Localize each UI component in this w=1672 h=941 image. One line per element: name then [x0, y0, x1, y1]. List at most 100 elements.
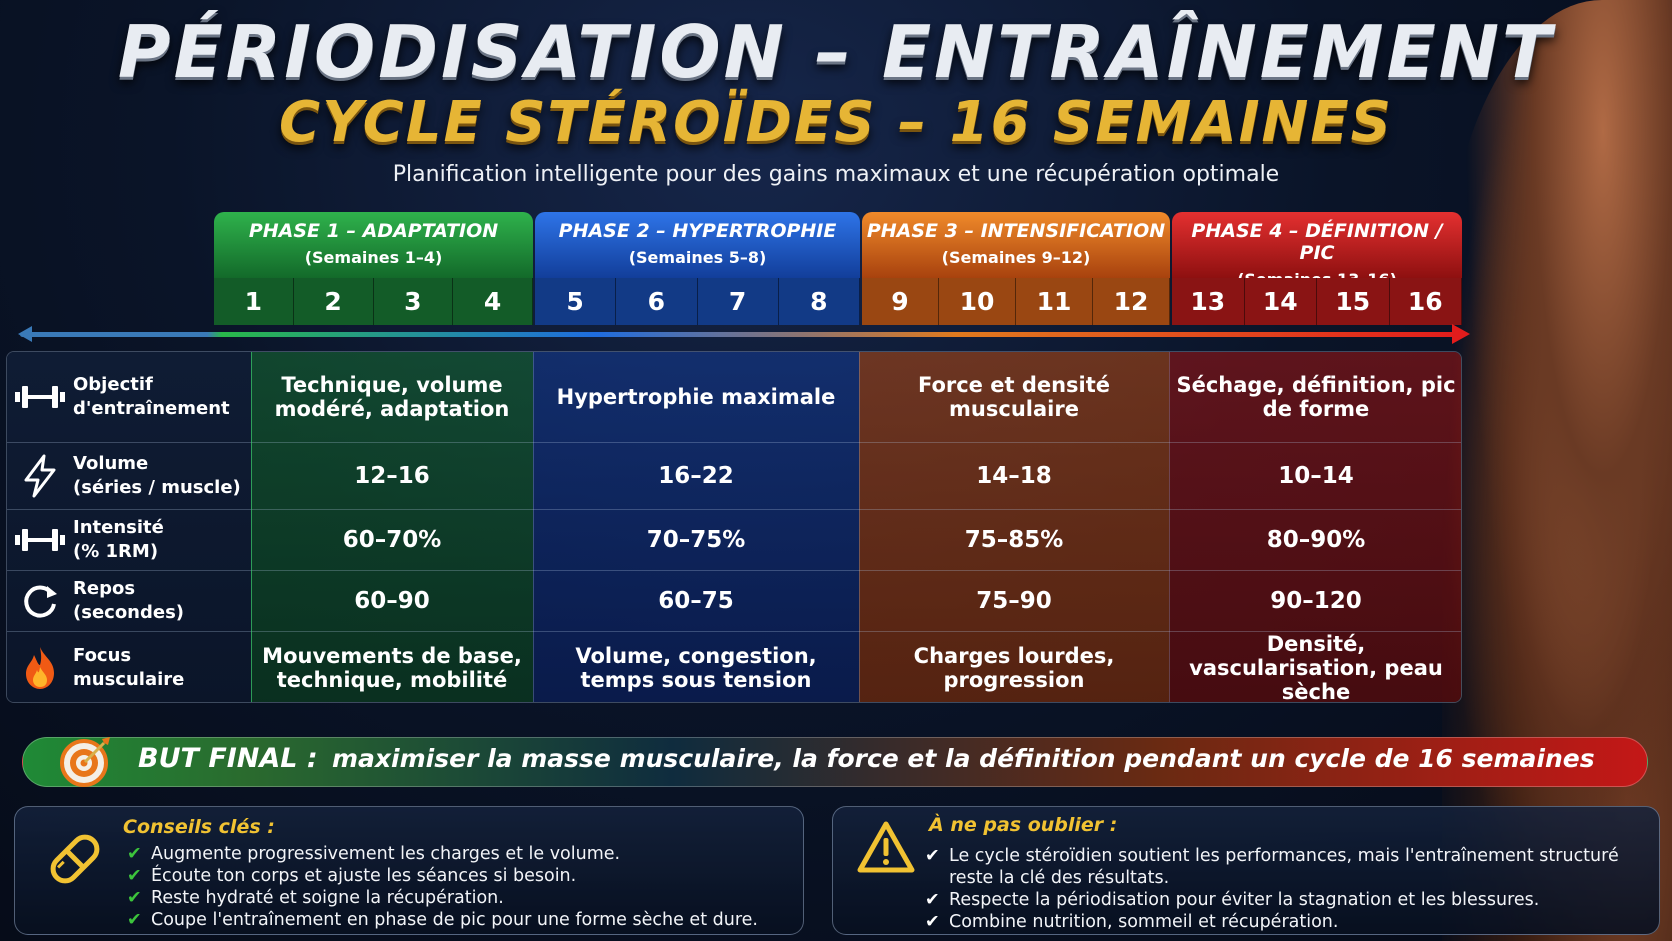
week-number: 4: [453, 278, 533, 325]
row-label-line2: (% 1RM): [73, 540, 159, 562]
timeline-arrow-right-head: [1452, 324, 1470, 344]
row-label-line1: Intensité: [73, 516, 164, 538]
weeks-row-phase-3: 9 10 11 12: [862, 278, 1170, 325]
check-icon: ✔: [925, 912, 940, 932]
week-number: 6: [616, 278, 698, 325]
check-icon: ✔: [925, 890, 940, 910]
phase-header-2: PHASE 2 – HYPERTROPHIE (Semaines 5–8): [535, 212, 860, 278]
cell-focus-phase-2: Volume, congestion, temps sous tension: [575, 643, 817, 692]
row-label-text: Objectif d'entraînement: [73, 373, 230, 421]
row-label-line1: Repos: [73, 577, 136, 599]
timeline-arrow-left-head: [18, 326, 32, 342]
cell-intensite-phase-2: 70–75%: [646, 526, 746, 553]
row-divider: [7, 631, 1461, 632]
row-label-text: Intensité (% 1RM): [73, 516, 164, 564]
week-number: 14: [1245, 278, 1317, 325]
cell-repos-phase-1: 60–90: [354, 587, 430, 614]
page-subtitle-cycle: CYCLE STÉROÏDES – 16 SEMAINES: [279, 90, 1393, 155]
cell-intensite-phase-4: 80–90%: [1266, 526, 1366, 553]
check-icon: ✔: [127, 866, 142, 886]
tips-title: Conseils clés :: [123, 816, 275, 838]
phase-name: PHASE 3 – INTENSIFICATION: [866, 220, 1166, 242]
tips-list: ✔ Augmente progressivement les charges et…: [127, 843, 758, 931]
row-label-text: Volume (séries / muscle): [73, 452, 241, 500]
week-number: 8: [779, 278, 860, 325]
row-label-text: Focus musculaire: [73, 644, 184, 692]
pill-icon: [50, 834, 100, 884]
reminders-title: À ne pas oublier :: [929, 814, 1118, 836]
column-divider: [533, 352, 534, 702]
phase-weeks-label: (Semaines 1–4): [304, 248, 443, 267]
row-label-volume: Volume (séries / muscle): [7, 442, 251, 509]
row-label-text: Repos (secondes): [73, 577, 184, 625]
phase-header-3: PHASE 3 – INTENSIFICATION (Semaines 9–12): [862, 212, 1170, 278]
list-item: ✔ Respecte la périodisation pour éviter l…: [925, 890, 1540, 910]
cell-objectif-phase-1: Technique, volume modéré, adaptation: [274, 373, 510, 421]
cell-repos-phase-2: 60–75: [658, 587, 734, 614]
week-number: 5: [535, 278, 617, 325]
phase-column-4: [1169, 352, 1461, 702]
cell-intensite-phase-1: 60–70%: [342, 526, 442, 553]
row-labels-column: [7, 352, 251, 702]
check-icon: ✔: [127, 888, 142, 908]
reminders-list: ✔ Le cycle stéroïdien soutient les perfor…: [925, 845, 1619, 933]
phase-name: PHASE 4 – DÉFINITION / PIC: [1191, 220, 1443, 264]
cell-volume-phase-3: 14–18: [976, 462, 1052, 489]
list-item: ✔ Reste hydraté et soigne la récupération…: [127, 888, 504, 908]
goal-banner: [22, 737, 1648, 787]
cell-focus-phase-3: Charges lourdes, progression: [913, 643, 1115, 692]
warning-icon: [857, 821, 915, 873]
row-label-line2: (séries / muscle): [73, 476, 241, 498]
row-divider: [7, 442, 1461, 443]
row-label-line2: (secondes): [73, 601, 185, 623]
phase-column-3: [859, 352, 1169, 702]
row-divider: [7, 509, 1461, 510]
phase-name: PHASE 2 – HYPERTROPHIE: [558, 220, 837, 242]
weeks-row-phase-4: 13 14 15 16: [1172, 278, 1462, 325]
page-title: PÉRIODISATION – ENTRAÎNEMENT: [117, 10, 1555, 94]
cell-volume-phase-4: 10–14: [1278, 462, 1354, 489]
week-number: 12: [1093, 278, 1170, 325]
list-item: ✔ Coupe l'entraînement en phase de pic po…: [127, 910, 758, 930]
list-item: ✔ Combine nutrition, sommeil et récupérat…: [925, 912, 1339, 932]
timeline-arrow: [20, 332, 1460, 337]
refresh-icon: [7, 580, 73, 622]
week-number: 3: [374, 278, 454, 325]
column-divider: [859, 352, 860, 702]
row-label-line2: musculaire: [73, 668, 185, 690]
row-label-objectif: Objectif d'entraînement: [7, 352, 251, 442]
phase-header-1: PHASE 1 – ADAPTATION (Semaines 1–4): [214, 212, 533, 278]
check-icon: ✔: [127, 844, 142, 864]
check-icon: ✔: [127, 910, 142, 930]
phase-column-1: [251, 352, 533, 702]
lightning-icon: [7, 454, 73, 498]
list-item: ✔ Augmente progressivement les charges et…: [127, 844, 621, 864]
phase-weeks-label: (Semaines 5–8): [628, 248, 767, 267]
cell-volume-phase-1: 12–16: [354, 462, 430, 489]
dumbbell-icon: [7, 525, 73, 555]
cell-focus-phase-4: Densité, vascularisation, peau sèche: [1189, 631, 1443, 703]
row-label-focus: Focus musculaire: [7, 631, 251, 702]
row-label-line1: Focus: [73, 644, 132, 666]
list-item: ✔ Le cycle stéroïdien soutient les perfor…: [925, 846, 1619, 866]
cell-intensite-phase-3: 75–85%: [964, 526, 1064, 553]
reminders-box: À ne pas oublier : ✔ Le cycle stéroïdien …: [832, 806, 1660, 935]
cell-objectif-phase-4: Séchage, définition, pic de forme: [1176, 373, 1456, 421]
cell-objectif-phase-2: Hypertrophie maximale: [556, 385, 836, 409]
goal-text: maximiser la masse musculaire, la force …: [332, 744, 1595, 773]
row-divider: [7, 570, 1461, 571]
cell-repos-phase-3: 75–90: [976, 587, 1052, 614]
week-number: 11: [1016, 278, 1093, 325]
week-number: 15: [1317, 278, 1390, 325]
dumbbell-icon: [7, 382, 73, 412]
column-divider: [251, 352, 252, 702]
periodization-table: Objectif d'entraînement Volume (séries / mu…: [6, 351, 1462, 703]
cell-volume-phase-2: 16–22: [658, 462, 734, 489]
phase-weeks-label: (Semaines 9–12): [941, 248, 1091, 267]
week-number: 1: [214, 278, 294, 325]
week-number: 10: [939, 278, 1016, 325]
cell-repos-phase-4: 90–120: [1270, 587, 1362, 614]
goal-label: BUT FINAL :: [138, 743, 318, 774]
